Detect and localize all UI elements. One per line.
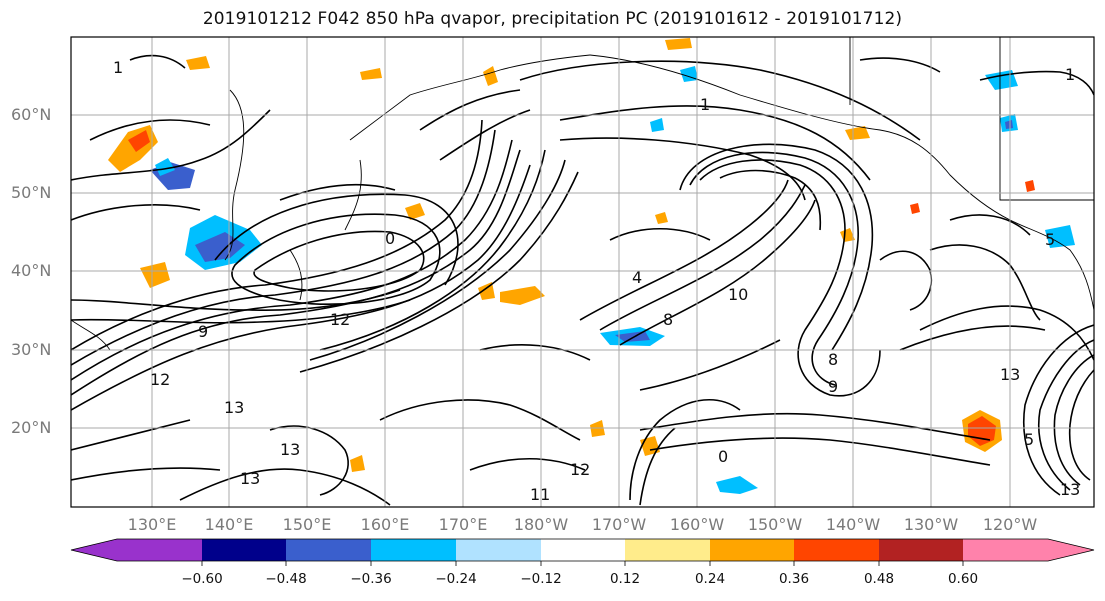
contour-label: 8 (828, 350, 838, 369)
contour-label: 9 (198, 322, 208, 341)
latitude-label: 30°N (11, 340, 52, 359)
colorbar-segment (963, 539, 1048, 561)
precipitation-shading (108, 38, 1075, 494)
colorbar-segment (541, 539, 625, 561)
longitude-label: 130°E (127, 515, 177, 534)
contour-label: 13 (1060, 480, 1080, 499)
colorbar-tick-label: −0.60 (181, 571, 223, 587)
colorbar-tick-label: −0.36 (350, 571, 392, 587)
map-background (71, 37, 1094, 507)
contour-label: 1 (700, 95, 710, 114)
latitude-label: 40°N (11, 261, 52, 280)
longitude-label: 170°E (438, 515, 488, 534)
colorbar-segment (794, 539, 879, 561)
longitude-label: 140°E (204, 515, 254, 534)
coastlines (71, 37, 1094, 351)
longitude-label: 150°W (747, 515, 803, 534)
colorbar-tick-label: −0.48 (265, 571, 307, 587)
colorbar-tick-label: 0.36 (778, 571, 810, 587)
contour-label: 10 (728, 285, 748, 304)
map-title: 2019101212 F042 850 hPa qvapor, precipit… (202, 9, 903, 29)
contour-label: 1 (113, 58, 123, 77)
contour-label: 13 (240, 469, 260, 488)
colorbar-tick-label: 0.60 (947, 571, 979, 587)
contour-label: 4 (632, 268, 642, 287)
colorbar-segment (879, 539, 963, 561)
contour-label: 13 (224, 398, 244, 417)
latitude-label: 20°N (11, 418, 52, 437)
longitude-label: 130°W (903, 515, 959, 534)
contour-labels: 13 13 13 13 12 12 11 9 9 8 8 5 5 4 1 1 1… (113, 58, 1080, 504)
longitude-label: 170°W (591, 515, 647, 534)
colorbar-extend-high (1048, 539, 1094, 561)
colorbar-tick-label: 0.12 (609, 571, 641, 587)
colorbar (70, 538, 1095, 566)
colorbar-tick-label: −0.24 (435, 571, 477, 587)
latitude-label: 60°N (11, 105, 52, 124)
contour-label: 1 (1065, 65, 1075, 84)
contour-label: 0 (718, 447, 728, 466)
contour-label: 12 (330, 310, 350, 329)
contour-label: 12 (150, 370, 170, 389)
colorbar-segment (371, 539, 456, 561)
colorbar-segment (202, 539, 286, 561)
colorbar-outline (70, 538, 1095, 562)
colorbar-segment (456, 539, 541, 561)
longitude-label: 180°W (513, 515, 569, 534)
colorbar-segment (117, 539, 202, 561)
contour-label: 5 (1045, 230, 1055, 249)
map-panel: 13 13 13 13 12 12 11 9 9 8 8 5 5 4 1 1 1… (71, 37, 1094, 507)
contour-label: 5 (1024, 430, 1034, 449)
graticule (71, 37, 1094, 507)
contour-label: 8 (663, 310, 673, 329)
longitude-label: 150°E (282, 515, 332, 534)
colorbar-segment (286, 539, 371, 561)
map-frame (70, 36, 1095, 508)
longitude-label: 160°W (669, 515, 725, 534)
contour-label: 0 (385, 229, 395, 248)
colorbar-tick-label: −0.12 (520, 571, 562, 587)
longitude-label: 140°W (825, 515, 881, 534)
longitude-label: 120°W (982, 515, 1038, 534)
colorbar-tick-label: 0.48 (863, 571, 895, 587)
longitude-label: 160°E (360, 515, 410, 534)
contour-label: 13 (1000, 365, 1020, 384)
contour-label: 9 (828, 377, 838, 396)
contour-label: 13 (280, 440, 300, 459)
colorbar-segment (710, 539, 794, 561)
colorbar-extend-low (71, 539, 117, 561)
colorbar-tick-label: 0.24 (694, 571, 726, 587)
colorbar-segment (625, 539, 710, 561)
contour-label: 11 (530, 485, 550, 504)
contour-label: 12 (570, 460, 590, 479)
latitude-label: 50°N (11, 183, 52, 202)
qvapor-contours (71, 54, 1094, 506)
